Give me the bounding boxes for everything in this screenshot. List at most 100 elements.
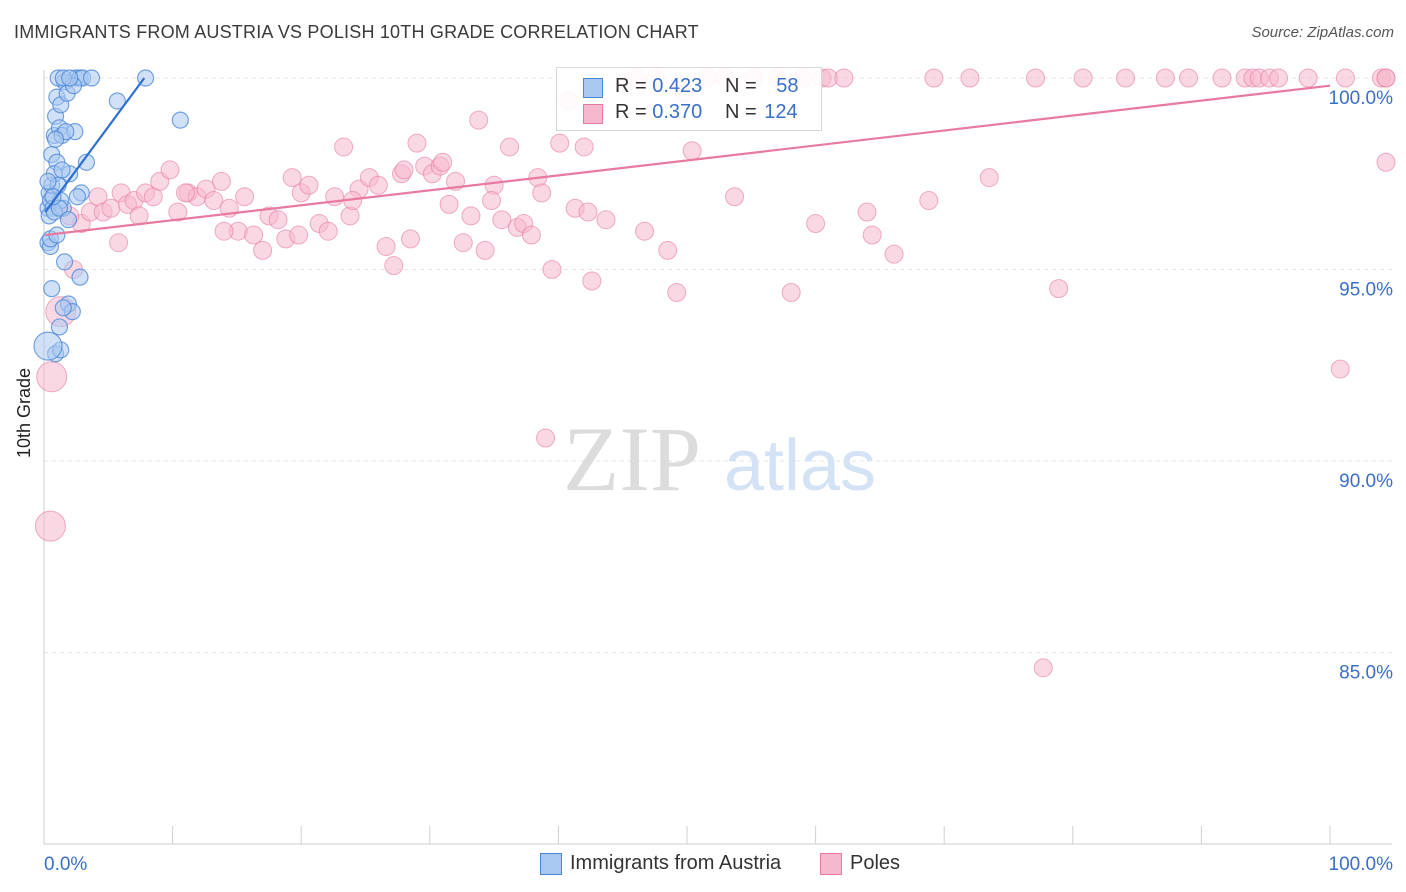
poles-point <box>299 175 319 195</box>
legend-r-austria: R = 0.423 <box>615 75 702 98</box>
austria-point <box>82 69 101 87</box>
x-tick-label-right: 100.0% <box>1329 854 1394 875</box>
poles-point <box>1155 68 1175 88</box>
poles-point <box>542 260 562 279</box>
poles-point <box>1330 359 1350 379</box>
poles-point <box>521 225 541 245</box>
poles-point <box>282 168 302 188</box>
legend-swatch-poles <box>583 104 603 124</box>
poles-point <box>725 187 745 207</box>
austria-point <box>61 69 79 87</box>
watermark-atlas: atlas <box>724 426 876 506</box>
poles-point <box>461 206 481 226</box>
poles-point <box>1212 68 1232 88</box>
poles-point <box>1376 152 1396 172</box>
poles-point <box>289 225 309 245</box>
legend-n-poles: N = 124 <box>725 101 798 124</box>
x-tick-label-left: 0.0% <box>44 854 87 875</box>
legend-swatch-poles <box>820 853 842 875</box>
y-tick-label: 85.0% <box>1339 663 1393 684</box>
austria-point <box>55 253 74 271</box>
austria-point <box>71 268 89 286</box>
poles-point <box>979 168 999 188</box>
trend-lines <box>44 77 1331 237</box>
poles-point <box>204 191 224 211</box>
poles-point <box>1335 68 1355 88</box>
poles-point <box>492 210 512 230</box>
source-note: Source: ZipAtlas.com <box>1251 24 1394 41</box>
poles-point <box>376 237 396 257</box>
poles-point <box>682 141 702 161</box>
n-value: 124 <box>764 101 798 123</box>
poles-point <box>394 160 414 180</box>
austria-point <box>39 172 57 191</box>
austria-point <box>59 211 78 229</box>
poles-point <box>924 68 944 88</box>
correlation-legend: R = 0.423 N = 58 R = 0.370 N = 124 <box>556 67 822 131</box>
poles-point <box>550 133 570 153</box>
austria-point <box>108 92 126 110</box>
poles-point <box>129 206 149 226</box>
poles-point <box>1298 68 1318 88</box>
austria-point <box>44 188 62 206</box>
austria-point <box>33 331 63 361</box>
poles-point <box>109 233 129 253</box>
poles-point <box>469 110 489 130</box>
poles-point <box>532 183 552 203</box>
poles-point <box>500 137 520 157</box>
poles-point <box>384 256 404 276</box>
poles-point <box>596 210 616 230</box>
n-label: N = <box>725 101 763 123</box>
poles-point <box>482 191 502 211</box>
austria-point <box>68 188 87 206</box>
poles-point <box>1116 68 1136 88</box>
poles-point <box>1179 68 1199 88</box>
poles-point <box>453 233 473 253</box>
poles-point <box>34 510 66 542</box>
poles-point <box>1049 279 1069 299</box>
n-label: N = <box>725 75 763 97</box>
poles-point <box>862 225 882 245</box>
poles-point <box>235 187 255 207</box>
poles-point <box>1376 68 1396 88</box>
poles-point <box>1269 68 1289 88</box>
poles-point <box>318 221 338 241</box>
watermark: ZIP atlas <box>563 408 876 510</box>
r-label: R = <box>615 101 653 123</box>
austria-point <box>171 111 189 129</box>
r-value: 0.423 <box>652 75 703 97</box>
legend-label-austria: Immigrants from Austria <box>570 852 782 874</box>
r-label: R = <box>615 75 653 97</box>
poles-point <box>1026 68 1046 88</box>
poles-point <box>214 221 234 241</box>
n-value: 58 <box>776 75 799 97</box>
poles-point <box>574 137 594 157</box>
austria-trend-line <box>44 77 146 213</box>
poles-point <box>960 68 980 88</box>
legend-swatch-austria <box>583 78 603 98</box>
poles-point <box>160 160 180 180</box>
y-tick-label: 90.0% <box>1339 471 1393 492</box>
watermark-zip: ZIP <box>563 408 701 510</box>
poles-point <box>806 214 826 234</box>
poles-point <box>857 202 877 222</box>
axes <box>43 70 1392 845</box>
legend-swatch-austria <box>540 853 562 875</box>
legend-label-poles: Poles <box>850 852 901 874</box>
poles-point <box>834 68 854 88</box>
r-value: 0.370 <box>652 101 703 123</box>
poles-point <box>658 240 678 260</box>
poles-point <box>175 183 195 203</box>
chart-title: IMMIGRANTS FROM AUSTRIA VS POLISH 10TH G… <box>14 22 699 42</box>
series-legend: Immigrants from Austria Poles <box>0 852 1406 878</box>
poles-point <box>211 171 231 191</box>
austria-point <box>77 153 96 171</box>
austria-point <box>43 280 61 298</box>
austria-point <box>53 161 71 179</box>
poles-trend-line <box>45 84 1331 237</box>
poles-point <box>244 225 264 245</box>
poles-point <box>433 152 453 172</box>
series-poles <box>34 68 1396 678</box>
y-tick-label: 95.0% <box>1339 280 1393 301</box>
poles-point <box>368 175 388 195</box>
